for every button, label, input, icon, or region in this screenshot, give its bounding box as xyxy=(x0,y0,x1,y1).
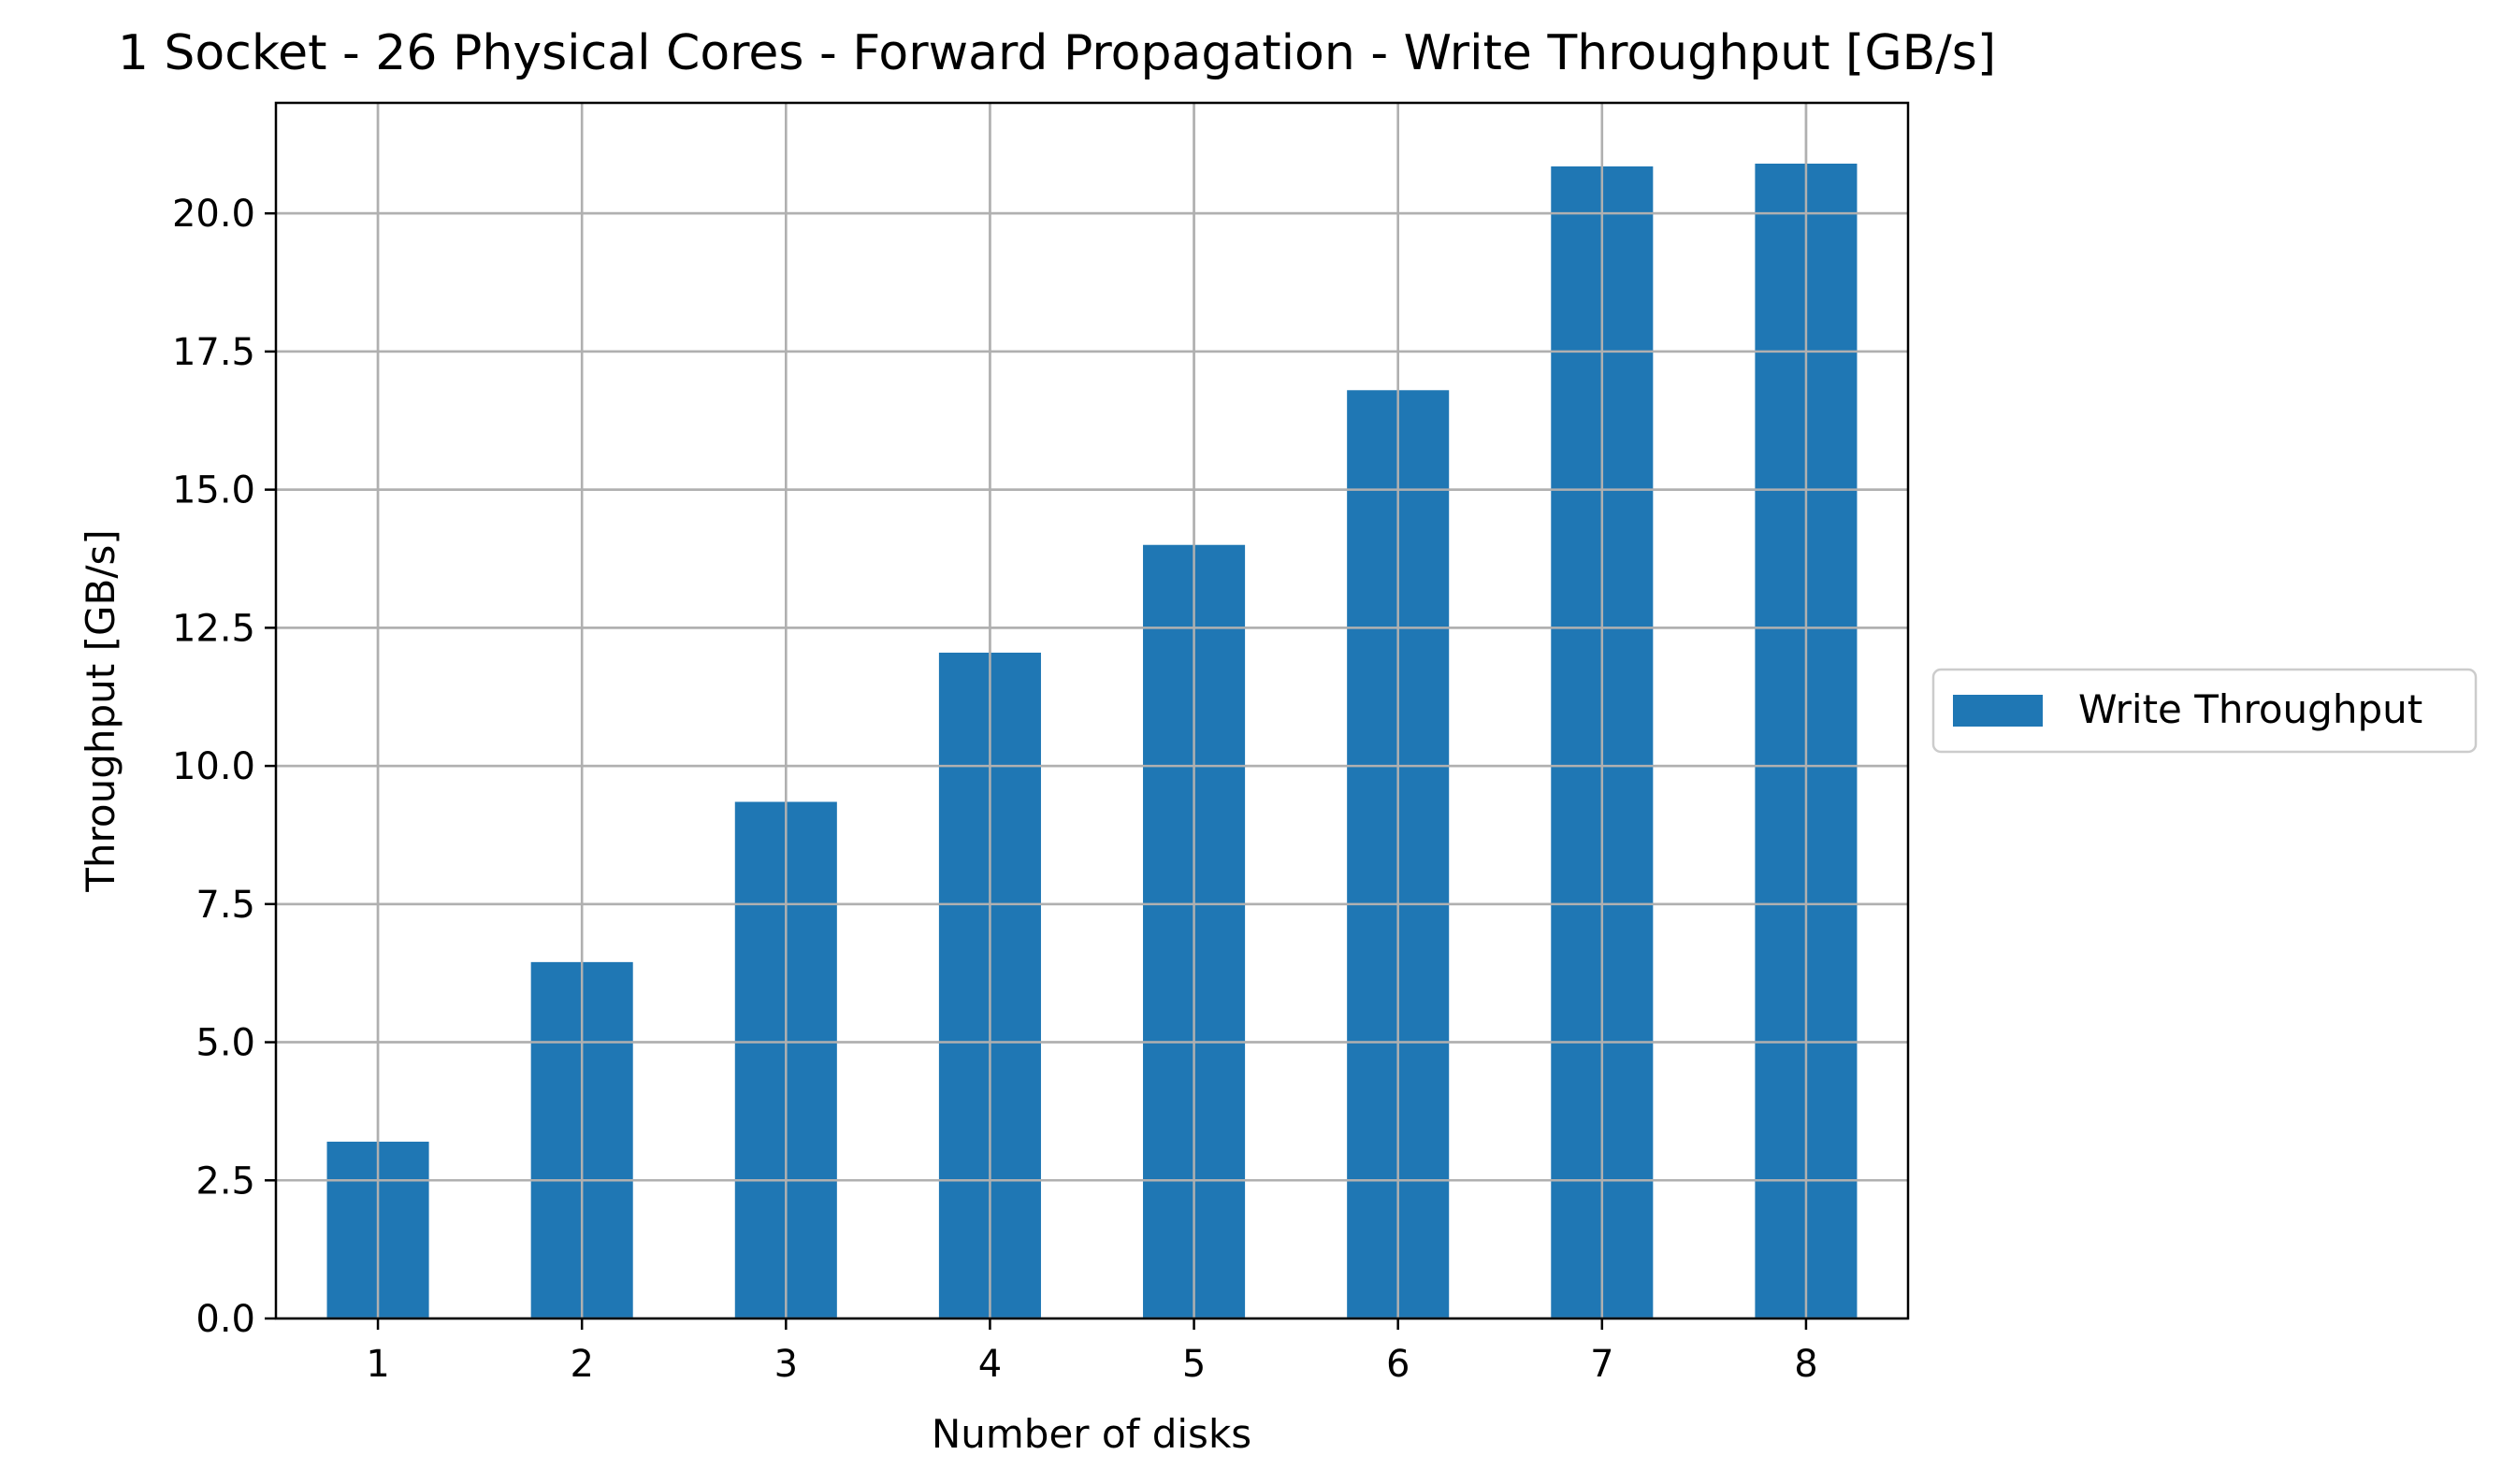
x-tick-label: 6 xyxy=(1386,1343,1410,1386)
y-tick-label: 0.0 xyxy=(195,1298,255,1341)
y-tick-label: 15.0 xyxy=(172,469,255,512)
x-tick-label: 1 xyxy=(366,1343,389,1386)
x-tick-label: 7 xyxy=(1590,1343,1613,1386)
plot-frame xyxy=(274,101,1910,1320)
x-tick-label: 3 xyxy=(774,1343,798,1386)
y-tick-label: 12.5 xyxy=(172,607,255,650)
y-axis: 0.0 2.5 5.0 7.5 10.0 12.5 15.0 17.5 20.0 xyxy=(172,193,276,1341)
grid-lines xyxy=(276,103,1908,1320)
y-axis-label: Throughput [GB/s] xyxy=(78,529,123,892)
x-axis-label: Number of disks xyxy=(932,1411,1251,1457)
y-tick-label: 2.5 xyxy=(195,1160,255,1203)
x-axis: 1 2 3 4 5 6 7 8 xyxy=(366,1318,1818,1386)
chart-title: 1 Socket - 26 Physical Cores - Forward P… xyxy=(118,25,1996,81)
legend: Write Throughput xyxy=(1931,668,2478,754)
x-tick-label: 4 xyxy=(978,1343,1002,1386)
y-tick-label: 17.5 xyxy=(172,331,255,374)
bars xyxy=(276,103,1908,1320)
x-tick-label: 8 xyxy=(1794,1343,1817,1386)
y-tick-label: 20.0 xyxy=(172,193,255,236)
y-tick-label: 5.0 xyxy=(195,1022,255,1065)
legend-frame xyxy=(1931,668,2478,754)
legend-label: Write Throughput xyxy=(2078,686,2422,732)
y-tick-label: 7.5 xyxy=(195,884,255,927)
y-tick-label: 10.0 xyxy=(172,745,255,788)
legend-swatch xyxy=(1953,695,2043,727)
x-tick-label: 5 xyxy=(1182,1343,1206,1386)
x-tick-label: 2 xyxy=(570,1343,593,1386)
